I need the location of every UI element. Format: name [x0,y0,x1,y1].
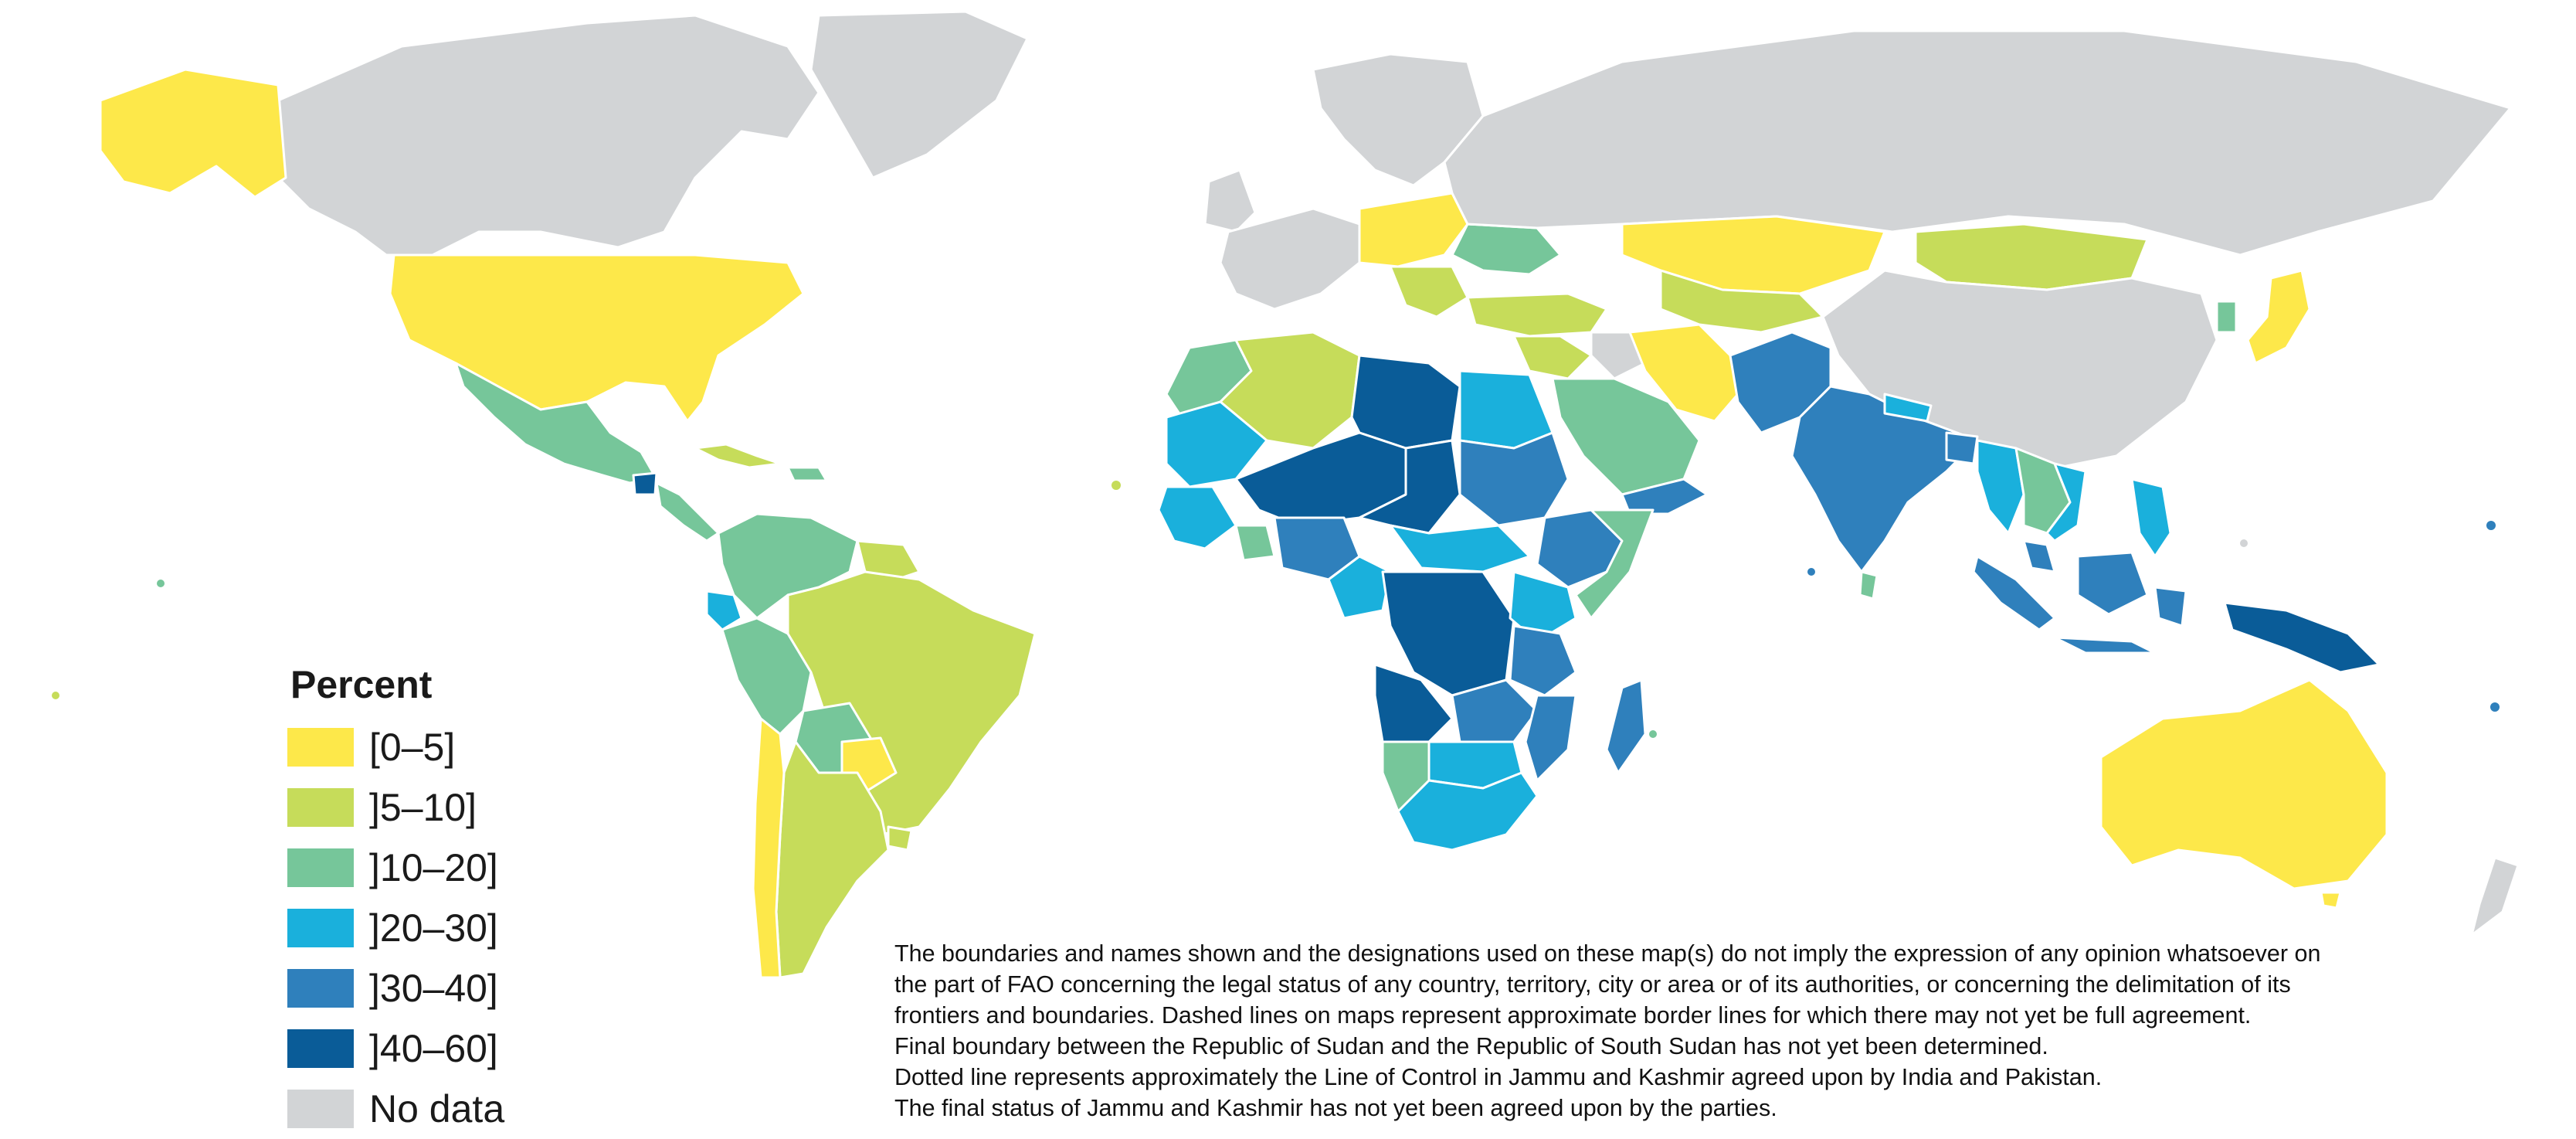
disclaimer-line: frontiers and boundaries. Dashed lines o… [894,1002,2252,1028]
island-dot [1112,481,1121,490]
region-mozambique [1524,694,1577,782]
legend-label: ]20–30] [369,906,498,950]
region-balkans [1389,265,1469,318]
region-malaysia [2022,539,2056,573]
region-nepal [1883,393,1933,423]
region-borneo [2076,551,2149,616]
map-disclaimer: The boundaries and names shown and the d… [894,938,2524,1124]
region-libya [1350,354,1461,450]
region-new-guinea [2223,601,2381,674]
legend-swatch [287,728,354,767]
region-usa [389,253,805,423]
legend-item: ]20–30] [287,898,612,958]
island-dot [2486,521,2496,530]
region-somalia [1574,508,1655,620]
region-australia [2099,678,2388,890]
island-dot [1807,568,1815,576]
region-japan [2246,269,2311,365]
disclaimer-line: the part of FAO concerning the legal sta… [894,971,2291,998]
region-western-europe [1219,207,1361,311]
region-egypt [1458,369,1554,450]
region-zambia-malawi [1451,678,1539,743]
legend-item: ]10–20] [287,838,612,898]
legend-swatch [287,1029,354,1068]
legend-swatch [287,969,354,1008]
legend-swatch [287,1090,354,1128]
legend-swatch [287,788,354,827]
region-tanzania [1509,624,1577,697]
legend-item: No data [287,1079,612,1139]
region-central-asia-south [1659,269,1824,334]
region-java [2053,636,2157,654]
region-turkey [1466,292,1608,338]
region-ecuador [705,590,743,631]
map-legend: Percent [0–5] ]5–10] ]10–20] ]20–30] ]30… [287,663,612,1139]
legend-label: ]30–40] [369,967,498,1010]
region-philippines [2130,478,2172,558]
region-uruguay [887,825,913,852]
region-alaska [99,68,287,199]
region-guatemala [632,471,658,496]
legend-label: [0–5] [369,726,456,769]
legend-label: ]10–20] [369,846,498,889]
region-ukraine [1451,223,1562,276]
legend-item: [0–5] [287,717,612,777]
region-south-sudan-car [1389,524,1531,573]
island-dot [52,692,59,699]
region-south-africa [1397,771,1539,852]
disclaimer-line: Final boundary between the Republic of S… [894,1033,2048,1059]
island-dot [1649,730,1657,738]
disclaimer-line: Dotted line represents approximately the… [894,1064,2103,1090]
legend-item: ]30–40] [287,958,612,1018]
region-iran [1628,323,1739,423]
region-cuba [694,443,782,469]
region-sudan [1458,431,1570,527]
region-canada [277,14,820,257]
disclaimer-line: The final status of Jammu and Kashmir ha… [894,1095,1777,1121]
region-iraq-syria [1590,331,1647,380]
region-india [1790,385,1979,573]
region-scandinavia [1312,53,1485,187]
island-dot [157,580,165,587]
region-korea [2215,300,2238,334]
region-mexico [454,362,658,484]
region-west-africa-coast [1157,485,1237,550]
legend-label: No data [369,1087,505,1130]
disclaimer-line: The boundaries and names shown and the d… [894,940,2321,967]
region-sumatra [1972,555,2056,631]
region-guianas [856,539,921,581]
region-sulawesi-islands [2153,586,2187,627]
region-ghana-togo [1234,524,1276,562]
region-vietnam-cambodia [2045,462,2087,542]
region-new-zealand [2470,856,2520,937]
legend-item: ]40–60] [287,1018,612,1079]
region-tasmania [2320,891,2342,910]
region-madagascar [1605,678,1647,774]
region-middle-east [1512,335,1593,380]
legend-label: ]40–60] [369,1027,498,1070]
region-uk-ireland [1203,168,1257,233]
region-kenya-uganda [1509,570,1577,643]
island-dot [2240,539,2248,547]
region-central-america [655,481,720,542]
legend-swatch [287,909,354,947]
region-greenland [809,10,1029,179]
region-hispaniola [786,466,828,482]
region-bangladesh [1945,431,1979,465]
legend-swatch [287,848,354,887]
region-sri-lanka [1858,570,1879,600]
legend-label: ]5–10] [369,786,477,829]
legend-title: Percent [290,663,433,706]
legend-item: ]5–10] [287,777,612,838]
region-chile [752,717,786,979]
region-russia [1443,29,2512,257]
island-dot [2490,702,2500,712]
